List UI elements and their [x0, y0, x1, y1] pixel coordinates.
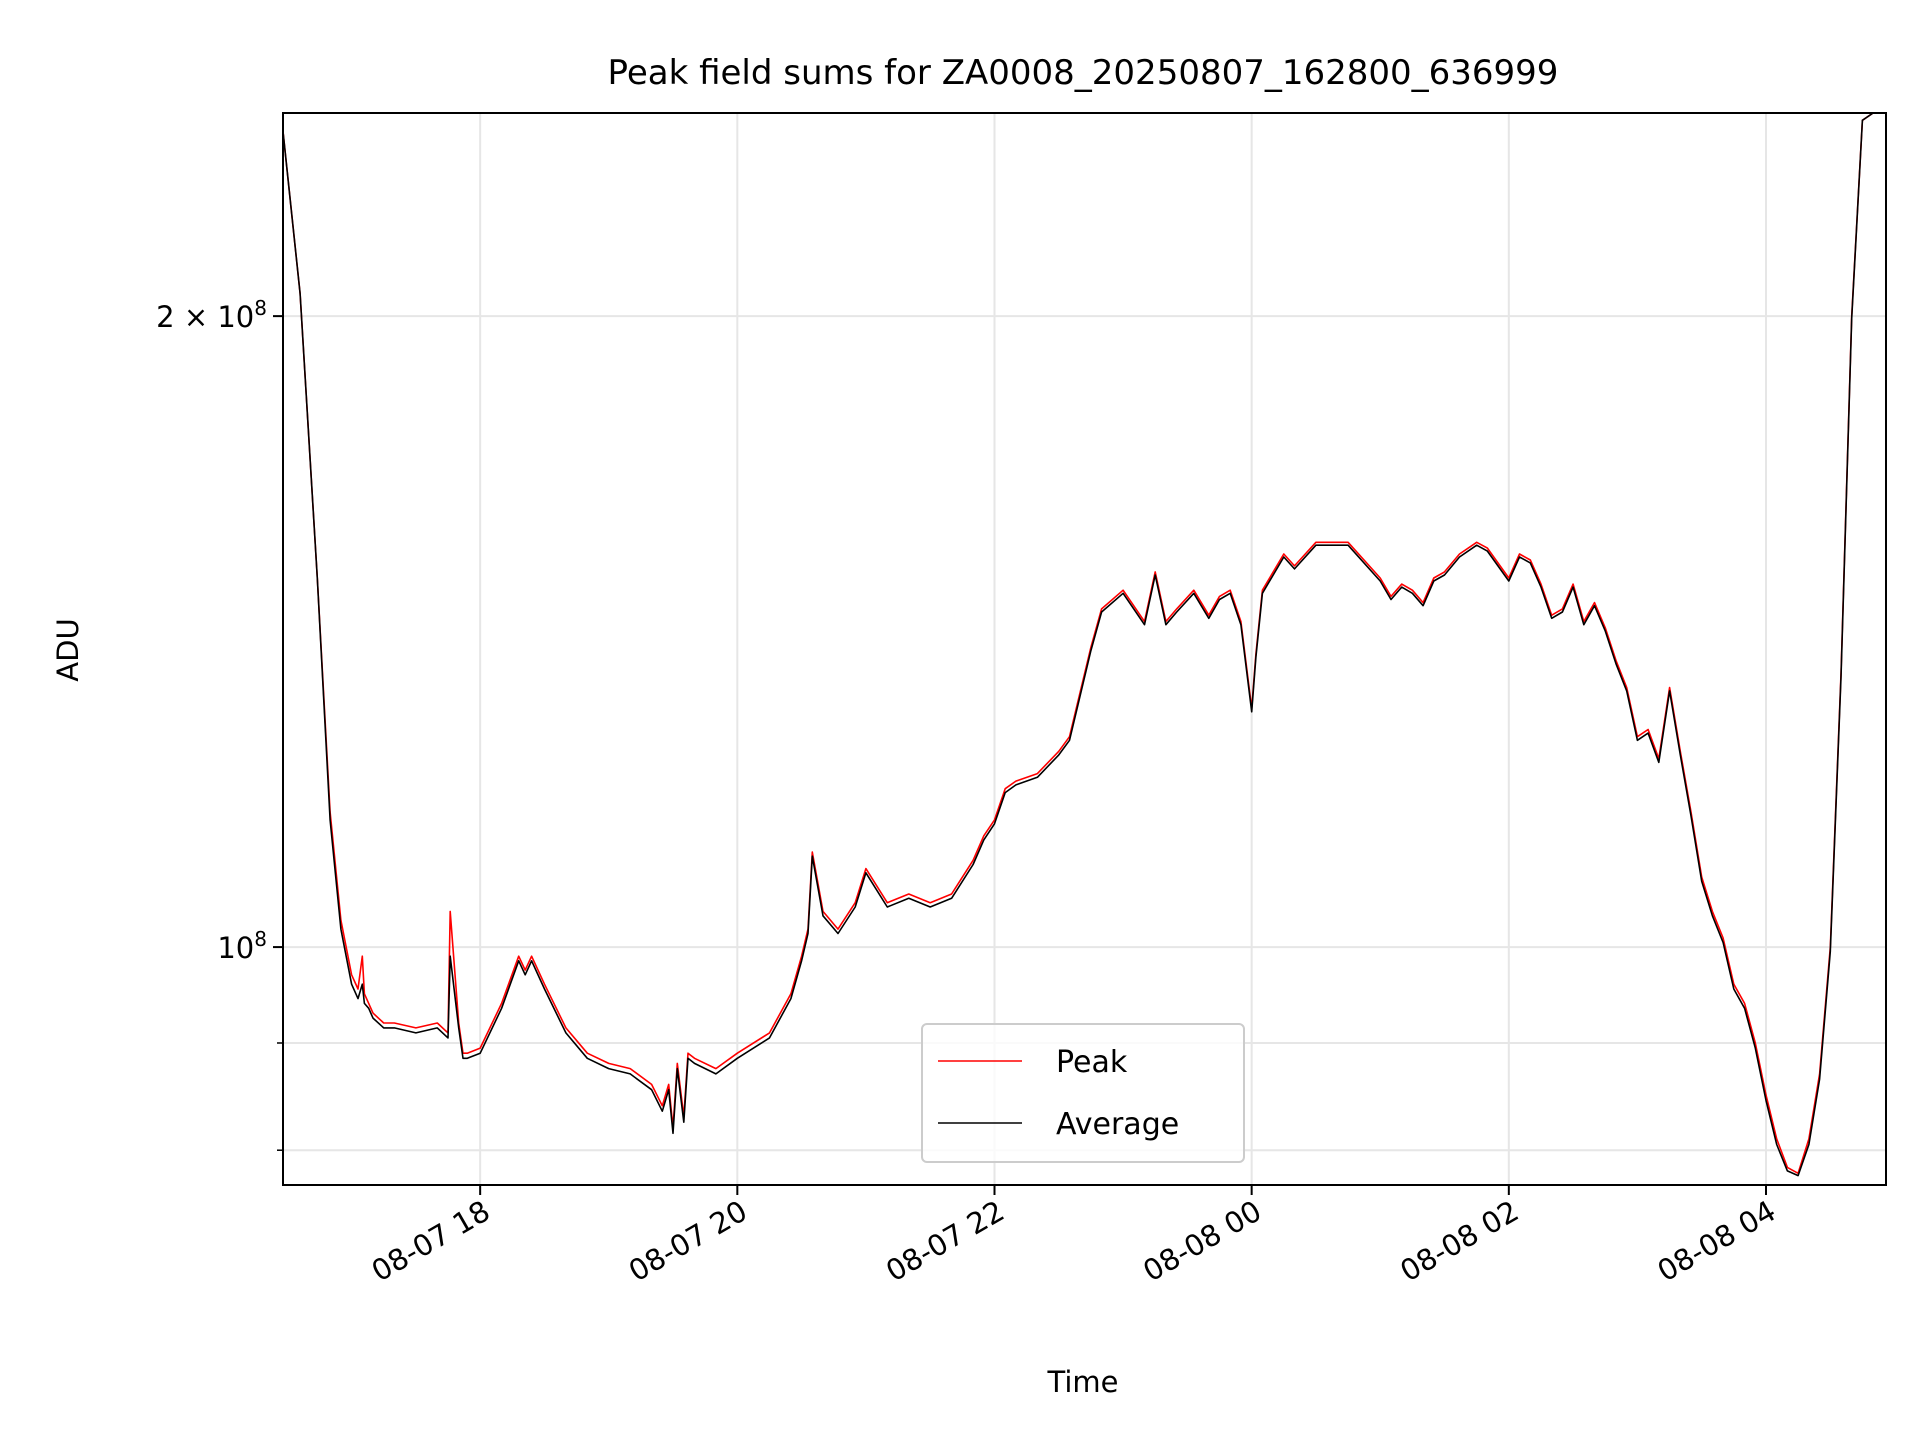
y-tick-label: 108	[217, 927, 267, 965]
y-tick-label: 2 × 108	[156, 296, 267, 334]
chart-title: Peak field sums for ZA0008_20250807_1628…	[608, 53, 1559, 93]
series-line-average	[283, 113, 1874, 1177]
y-axis-label: ADU	[51, 618, 85, 681]
legend-label-average: Average	[1056, 1107, 1179, 1142]
series-line-peak	[283, 113, 1874, 1175]
series-layer	[283, 113, 1874, 1177]
legend: Peak Average	[921, 1023, 1245, 1163]
x-axis-label: Time	[1047, 1365, 1119, 1399]
legend-box	[921, 1023, 1245, 1163]
axes-frame	[282, 112, 1887, 1186]
legend-label-peak: Peak	[1056, 1045, 1128, 1080]
